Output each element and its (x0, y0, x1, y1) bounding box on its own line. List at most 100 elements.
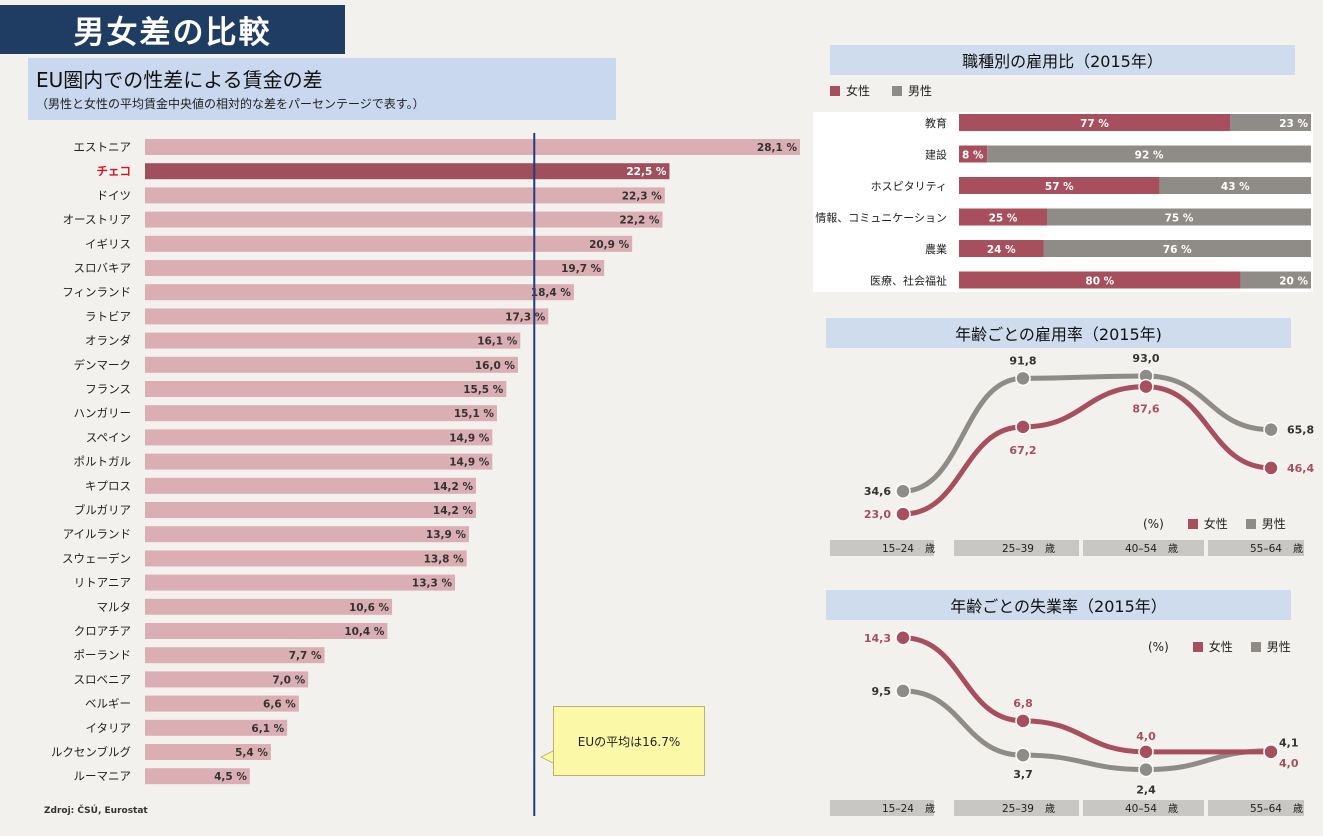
female-data-label: 57 % (1045, 181, 1074, 193)
male-legend-swatch (892, 85, 903, 96)
category-band (1208, 800, 1304, 816)
bar (145, 381, 507, 397)
data-label: 4,0 (1279, 757, 1299, 770)
data-label: 46,4 (1287, 462, 1314, 475)
female-segment (959, 145, 988, 163)
male-segment (1240, 271, 1311, 289)
category-label: ブルガリア (74, 503, 131, 517)
female-segment (959, 114, 1231, 131)
unemployment-legend: (%) 女性 男性 (1148, 638, 1291, 655)
male-segment (1230, 114, 1311, 131)
category-label: デンマーク (74, 358, 132, 372)
bar (145, 163, 670, 180)
unemployment-unit: (%) (1148, 639, 1169, 654)
bar (145, 429, 493, 446)
category-label: ハンガリー (74, 406, 132, 420)
data-label: 13,9 % (426, 529, 467, 541)
employment-legend: (%) 女性 男性 (1143, 515, 1286, 532)
bar (145, 260, 605, 276)
category-suffix: 歳 (1293, 543, 1303, 555)
female-segment (959, 271, 1241, 289)
female-line (900, 384, 1274, 517)
category-label: スロバキア (74, 261, 132, 275)
category-label: スロベニア (74, 672, 132, 686)
category-label: ドイツ (97, 188, 132, 202)
female-segment (959, 208, 1047, 226)
male-data-label: 23 % (1279, 118, 1308, 130)
category-label: スペイン (86, 430, 131, 444)
category-label: 25–39 (1002, 543, 1034, 555)
bar (145, 744, 271, 760)
data-label: 4,5 % (214, 771, 247, 783)
category-band (954, 540, 1079, 556)
category-suffix: 歳 (1045, 803, 1055, 815)
data-label: 7,7 % (289, 650, 322, 662)
category-suffix: 歳 (1293, 803, 1303, 815)
category-label: 40–54 (1125, 543, 1157, 555)
category-band (954, 800, 1079, 816)
bar (145, 598, 393, 615)
data-label: 91,8 (1009, 354, 1036, 367)
female-point (895, 506, 911, 522)
female-point (1138, 744, 1154, 760)
male-point (895, 483, 911, 499)
data-label: 15,5 % (463, 384, 504, 396)
female-segment (959, 177, 1160, 194)
male-legend-label: 男性 (1266, 640, 1291, 654)
data-label: 4,0 (1136, 730, 1156, 743)
bar (145, 453, 493, 470)
bar (145, 647, 325, 664)
category-label: アイルランド (63, 527, 131, 541)
male-point (895, 683, 911, 699)
unemployment-chart-title: 年齢ごとの失業率（2015年） (826, 590, 1291, 620)
category-label: 15–24 (882, 803, 914, 815)
data-label: 34,6 (864, 485, 891, 498)
data-label: 19,7 % (561, 263, 602, 275)
category-suffix: 歳 (925, 543, 935, 555)
data-label: 14,2 % (433, 505, 474, 517)
bar (145, 211, 663, 228)
category-label: ホスピタリティ (871, 180, 947, 193)
female-legend-label: 女性 (1208, 640, 1233, 654)
male-data-label: 20 % (1279, 276, 1308, 288)
data-label: 6,1 % (251, 723, 284, 735)
male-point (1015, 747, 1031, 763)
female-data-label: 77 % (1080, 118, 1109, 130)
data-label: 22,5 % (626, 166, 667, 178)
male-segment (1159, 177, 1311, 194)
bar (145, 671, 309, 688)
data-label: 3,7 (1013, 768, 1033, 781)
category-label: ポーランド (74, 648, 132, 662)
category-label: 情報、コミュニケーション (815, 212, 947, 225)
data-label: 6,6 % (263, 699, 296, 711)
male-legend-swatch (1250, 641, 1261, 652)
category-label: 25–39 (1002, 803, 1034, 815)
data-label: 9,5 (872, 685, 892, 698)
female-data-label: 24 % (987, 244, 1016, 256)
data-label: 14,9 % (449, 457, 490, 469)
data-label: 65,8 (1287, 424, 1314, 437)
data-label: 93,0 (1132, 352, 1159, 365)
data-label: 23,0 (864, 508, 891, 521)
female-legend-swatch (1192, 641, 1203, 652)
data-label: 14,9 % (449, 432, 490, 444)
category-suffix: 歳 (925, 803, 935, 815)
male-segment (987, 145, 1311, 163)
occupation-panel-bg (813, 112, 1313, 292)
bar (145, 332, 521, 349)
bar (145, 695, 299, 712)
data-label: 17,3 % (505, 311, 546, 323)
female-legend-swatch (830, 85, 840, 96)
category-label: ルーマニア (74, 769, 132, 783)
employment-chart-title: 年齢ごとの雇用率（2015年) (826, 318, 1291, 348)
category-label: フィンランド (62, 285, 131, 299)
bar (145, 284, 574, 301)
bar (145, 235, 633, 252)
unemployment-line-chart: 15–24 歳 25–39 歳 40–54 歳 55–64 歳 9,5 3,7 2,4 4,1 14,3… (830, 630, 1304, 816)
category-label: 建設 (925, 148, 947, 162)
category-suffix: 歳 (1168, 543, 1178, 555)
data-label: 2,4 (1136, 784, 1156, 797)
gap-title-box (28, 58, 616, 120)
occupation-stacked-bar-chart: 教育 77 % 23 % 建設 8 % 92 % ホスピタリティ 57 % 43 % 情報、コミュ… (815, 114, 1311, 289)
category-label: オランダ (85, 334, 131, 348)
